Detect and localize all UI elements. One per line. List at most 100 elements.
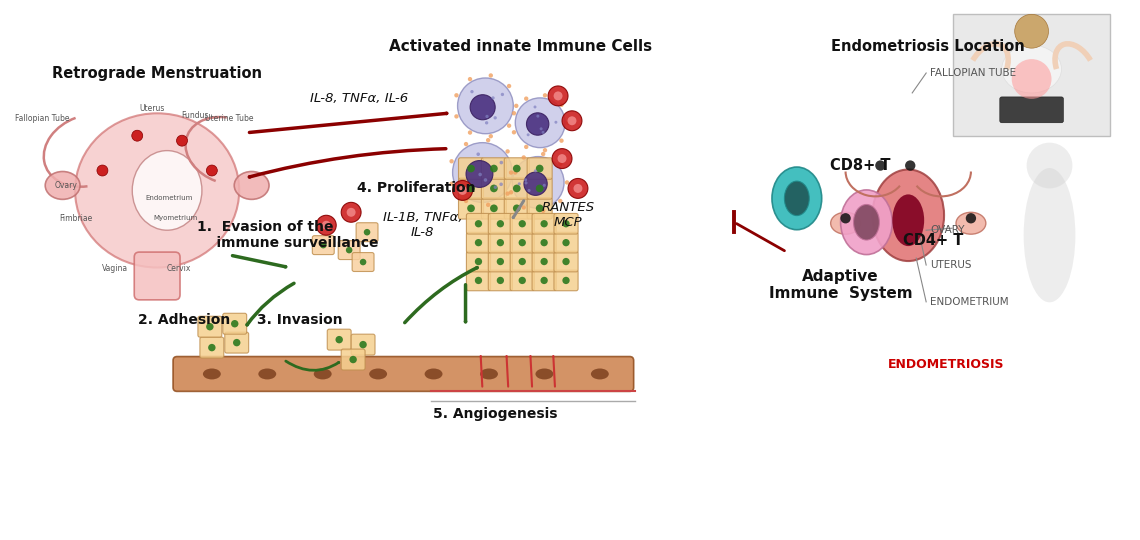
Text: UTERUS: UTERUS [930,260,971,270]
Circle shape [233,339,241,346]
Circle shape [97,165,108,176]
Circle shape [347,208,356,217]
Circle shape [132,130,142,141]
Circle shape [562,239,570,246]
Circle shape [321,221,331,230]
Circle shape [490,205,498,212]
Circle shape [483,178,487,182]
Circle shape [475,277,482,284]
Circle shape [497,258,504,265]
Text: OVARY: OVARY [930,225,964,235]
Circle shape [508,171,513,175]
Circle shape [467,205,475,212]
FancyBboxPatch shape [200,337,223,358]
Circle shape [316,215,336,235]
Circle shape [497,277,504,284]
Text: Myometrium: Myometrium [153,215,197,221]
Circle shape [542,208,545,213]
Circle shape [552,148,572,168]
Circle shape [527,133,530,136]
Circle shape [486,138,490,143]
Circle shape [454,114,458,119]
Circle shape [513,170,518,175]
Circle shape [486,115,489,118]
Text: 3. Invasion: 3. Invasion [256,313,342,327]
FancyBboxPatch shape [554,213,578,234]
Circle shape [559,161,562,166]
Circle shape [518,183,521,185]
FancyArrowPatch shape [250,148,446,177]
FancyBboxPatch shape [953,15,1110,136]
Circle shape [554,91,562,100]
FancyArrowPatch shape [530,356,532,387]
FancyBboxPatch shape [554,232,578,253]
FancyArrowPatch shape [247,284,294,325]
Circle shape [562,111,581,131]
Ellipse shape [259,368,276,380]
Circle shape [543,184,546,187]
Circle shape [554,121,557,124]
Circle shape [543,93,547,98]
FancyBboxPatch shape [481,158,506,179]
Circle shape [876,160,886,171]
Circle shape [457,78,513,134]
Circle shape [536,205,544,212]
Circle shape [1027,143,1073,188]
FancyArrowPatch shape [233,255,286,267]
Circle shape [453,180,472,200]
Circle shape [177,135,187,146]
FancyArrowPatch shape [506,356,508,387]
Circle shape [539,127,543,130]
FancyBboxPatch shape [351,334,375,355]
Text: Fallopian Tube: Fallopian Tube [16,114,70,123]
FancyBboxPatch shape [527,198,552,219]
Circle shape [519,239,526,246]
Text: Fundus: Fundus [181,111,209,120]
Circle shape [494,116,497,119]
Circle shape [209,344,215,352]
Circle shape [489,73,492,78]
Circle shape [522,205,526,210]
FancyBboxPatch shape [222,313,246,334]
Circle shape [1011,59,1051,99]
FancyBboxPatch shape [527,178,552,199]
Circle shape [540,239,548,246]
Circle shape [359,341,367,348]
Circle shape [513,165,521,172]
FancyBboxPatch shape [504,178,529,199]
FancyBboxPatch shape [466,270,490,291]
FancyBboxPatch shape [312,235,334,254]
Text: Endometriosis Location: Endometriosis Location [831,39,1025,53]
Circle shape [464,199,469,203]
Text: Activated innate Immune Cells: Activated innate Immune Cells [389,39,652,53]
FancyBboxPatch shape [458,198,483,219]
Circle shape [499,183,503,186]
Ellipse shape [132,151,202,230]
Circle shape [477,152,480,156]
FancyBboxPatch shape [466,213,490,234]
Text: Vagina: Vagina [103,264,129,273]
Circle shape [497,220,504,227]
Circle shape [341,202,361,222]
Ellipse shape [536,368,553,380]
Text: Cervix: Cervix [166,264,192,273]
FancyBboxPatch shape [488,232,512,253]
FancyBboxPatch shape [466,251,490,272]
Ellipse shape [480,368,498,380]
Ellipse shape [424,368,442,380]
Circle shape [471,90,473,93]
FancyBboxPatch shape [341,349,365,370]
FancyBboxPatch shape [458,158,483,179]
Circle shape [490,185,498,192]
FancyBboxPatch shape [481,198,506,219]
FancyBboxPatch shape [532,270,556,291]
Circle shape [540,258,548,265]
Circle shape [467,165,475,172]
Ellipse shape [840,190,893,254]
Circle shape [449,159,454,164]
Circle shape [519,220,526,227]
Circle shape [536,185,544,192]
Circle shape [490,165,498,172]
Circle shape [349,356,357,363]
Text: Ovary: Ovary [55,181,78,190]
